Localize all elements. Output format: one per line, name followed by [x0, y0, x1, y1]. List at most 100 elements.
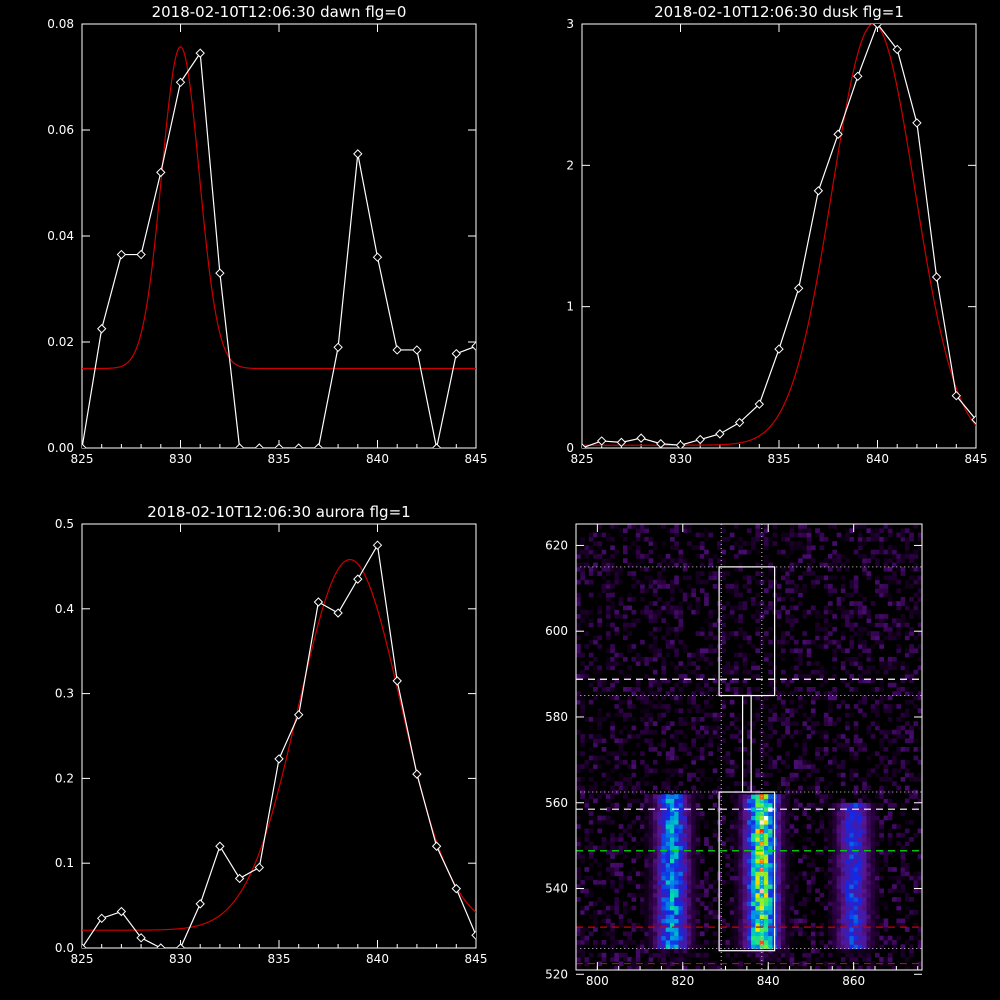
data-point	[616, 437, 627, 448]
data-point	[234, 443, 245, 448]
data-point	[195, 48, 205, 58]
y-tick-label: 520	[545, 967, 568, 981]
dusk-panel: 2018-02-10T12:06:30 dusk flg=1 825 830 835 8…	[566, 3, 987, 466]
plot-area	[82, 46, 476, 448]
data-point	[372, 252, 383, 262]
data-point	[774, 344, 784, 354]
data-point	[971, 415, 976, 425]
plot-area	[582, 24, 976, 448]
y-tick-label: 620	[545, 538, 568, 552]
y-tick-label: 2	[566, 158, 574, 172]
y-tick-label: 0.3	[55, 687, 74, 701]
y-tick-label: 0.2	[55, 771, 74, 785]
data-point	[175, 77, 186, 88]
data-point	[912, 118, 922, 128]
plot-frame	[81, 23, 477, 449]
plot-title: 2018-02-10T12:06:30 dawn flg=0	[152, 3, 407, 21]
data-point	[156, 943, 166, 948]
plot-frame	[581, 23, 977, 449]
x-tick-label: 825	[71, 952, 94, 966]
x-tick-label: 860	[842, 974, 865, 988]
data-point	[274, 443, 284, 448]
plot-frame	[81, 523, 477, 949]
x-tick-label: 800	[586, 974, 609, 988]
data-point	[793, 283, 804, 294]
data-point	[931, 272, 942, 282]
data-point	[333, 608, 343, 618]
y-tick-label: 0.02	[47, 335, 74, 349]
data-point	[872, 24, 883, 29]
data-point	[96, 324, 107, 334]
data-point	[412, 345, 422, 355]
plot-title: 2018-02-10T12:06:30 dusk flg=1	[654, 3, 904, 21]
x-tick-label: 845	[465, 952, 488, 966]
y-tick-label: 0.00	[47, 441, 74, 455]
data-point	[353, 149, 363, 159]
y-tick-label: 580	[545, 710, 568, 724]
data-point	[471, 930, 476, 940]
y-tick-label: 0.04	[47, 229, 74, 243]
data-point	[156, 167, 166, 178]
x-tick-label: 845	[965, 452, 988, 466]
fit-curve	[82, 46, 476, 370]
y-tick-label: 0.1	[55, 856, 74, 870]
data-point	[254, 862, 265, 873]
y-tick-label: 600	[545, 624, 568, 638]
plot-title: 2018-02-10T12:06:30 aurora flg=1	[147, 503, 410, 521]
y-tick-label: 0.5	[55, 517, 74, 531]
data-point	[136, 933, 146, 943]
x-tick-label: 820	[671, 974, 694, 988]
data-point	[636, 433, 646, 443]
data-point	[82, 443, 87, 448]
data-point	[582, 443, 587, 448]
data-point	[254, 443, 265, 448]
x-tick-label: 835	[768, 452, 791, 466]
data-point	[274, 754, 284, 764]
x-tick-label: 830	[669, 452, 692, 466]
data-point	[372, 540, 383, 550]
data-point	[695, 434, 705, 445]
data-point	[313, 443, 324, 448]
data-point	[451, 883, 462, 894]
x-tick-label: 830	[169, 452, 192, 466]
y-tick-label: 540	[545, 882, 568, 896]
fit-curve	[82, 559, 476, 931]
x-tick-label: 835	[268, 952, 291, 966]
data-point	[471, 341, 476, 351]
y-tick-label: 0.08	[47, 17, 74, 31]
data-point	[234, 873, 245, 884]
data-point	[451, 348, 462, 359]
data-point	[392, 345, 402, 355]
data-point	[116, 906, 127, 917]
y-tick-label: 1	[566, 300, 574, 314]
region-box	[741, 694, 752, 793]
heatmap-image	[576, 524, 923, 971]
y-tick-label: 0.0	[55, 941, 74, 955]
data-point	[82, 943, 87, 948]
y-tick-label: 0.4	[55, 602, 74, 616]
data-point	[353, 574, 363, 584]
data-line	[82, 51, 476, 448]
data-point	[175, 943, 186, 948]
x-tick-label: 835	[268, 452, 291, 466]
y-tick-label: 560	[545, 796, 568, 810]
data-point	[431, 841, 442, 851]
y-tick-label: 0	[566, 441, 574, 455]
data-point	[431, 443, 442, 448]
y-tick-label: 3	[566, 17, 574, 31]
plot-area	[82, 540, 476, 948]
data-point	[675, 440, 686, 448]
data-point	[215, 268, 225, 278]
data-point	[293, 710, 304, 720]
data-point	[734, 417, 745, 428]
data-point	[293, 443, 304, 448]
data-point	[951, 390, 962, 401]
data-point	[136, 249, 146, 260]
data-point	[596, 436, 607, 446]
data-point	[656, 439, 666, 448]
data-point	[333, 342, 343, 353]
data-point	[892, 44, 902, 55]
dawn-panel: 2018-02-10T12:06:30 dawn flg=0 825 830 835 8…	[47, 3, 487, 466]
data-line	[82, 543, 476, 948]
plot-frame	[575, 523, 923, 971]
